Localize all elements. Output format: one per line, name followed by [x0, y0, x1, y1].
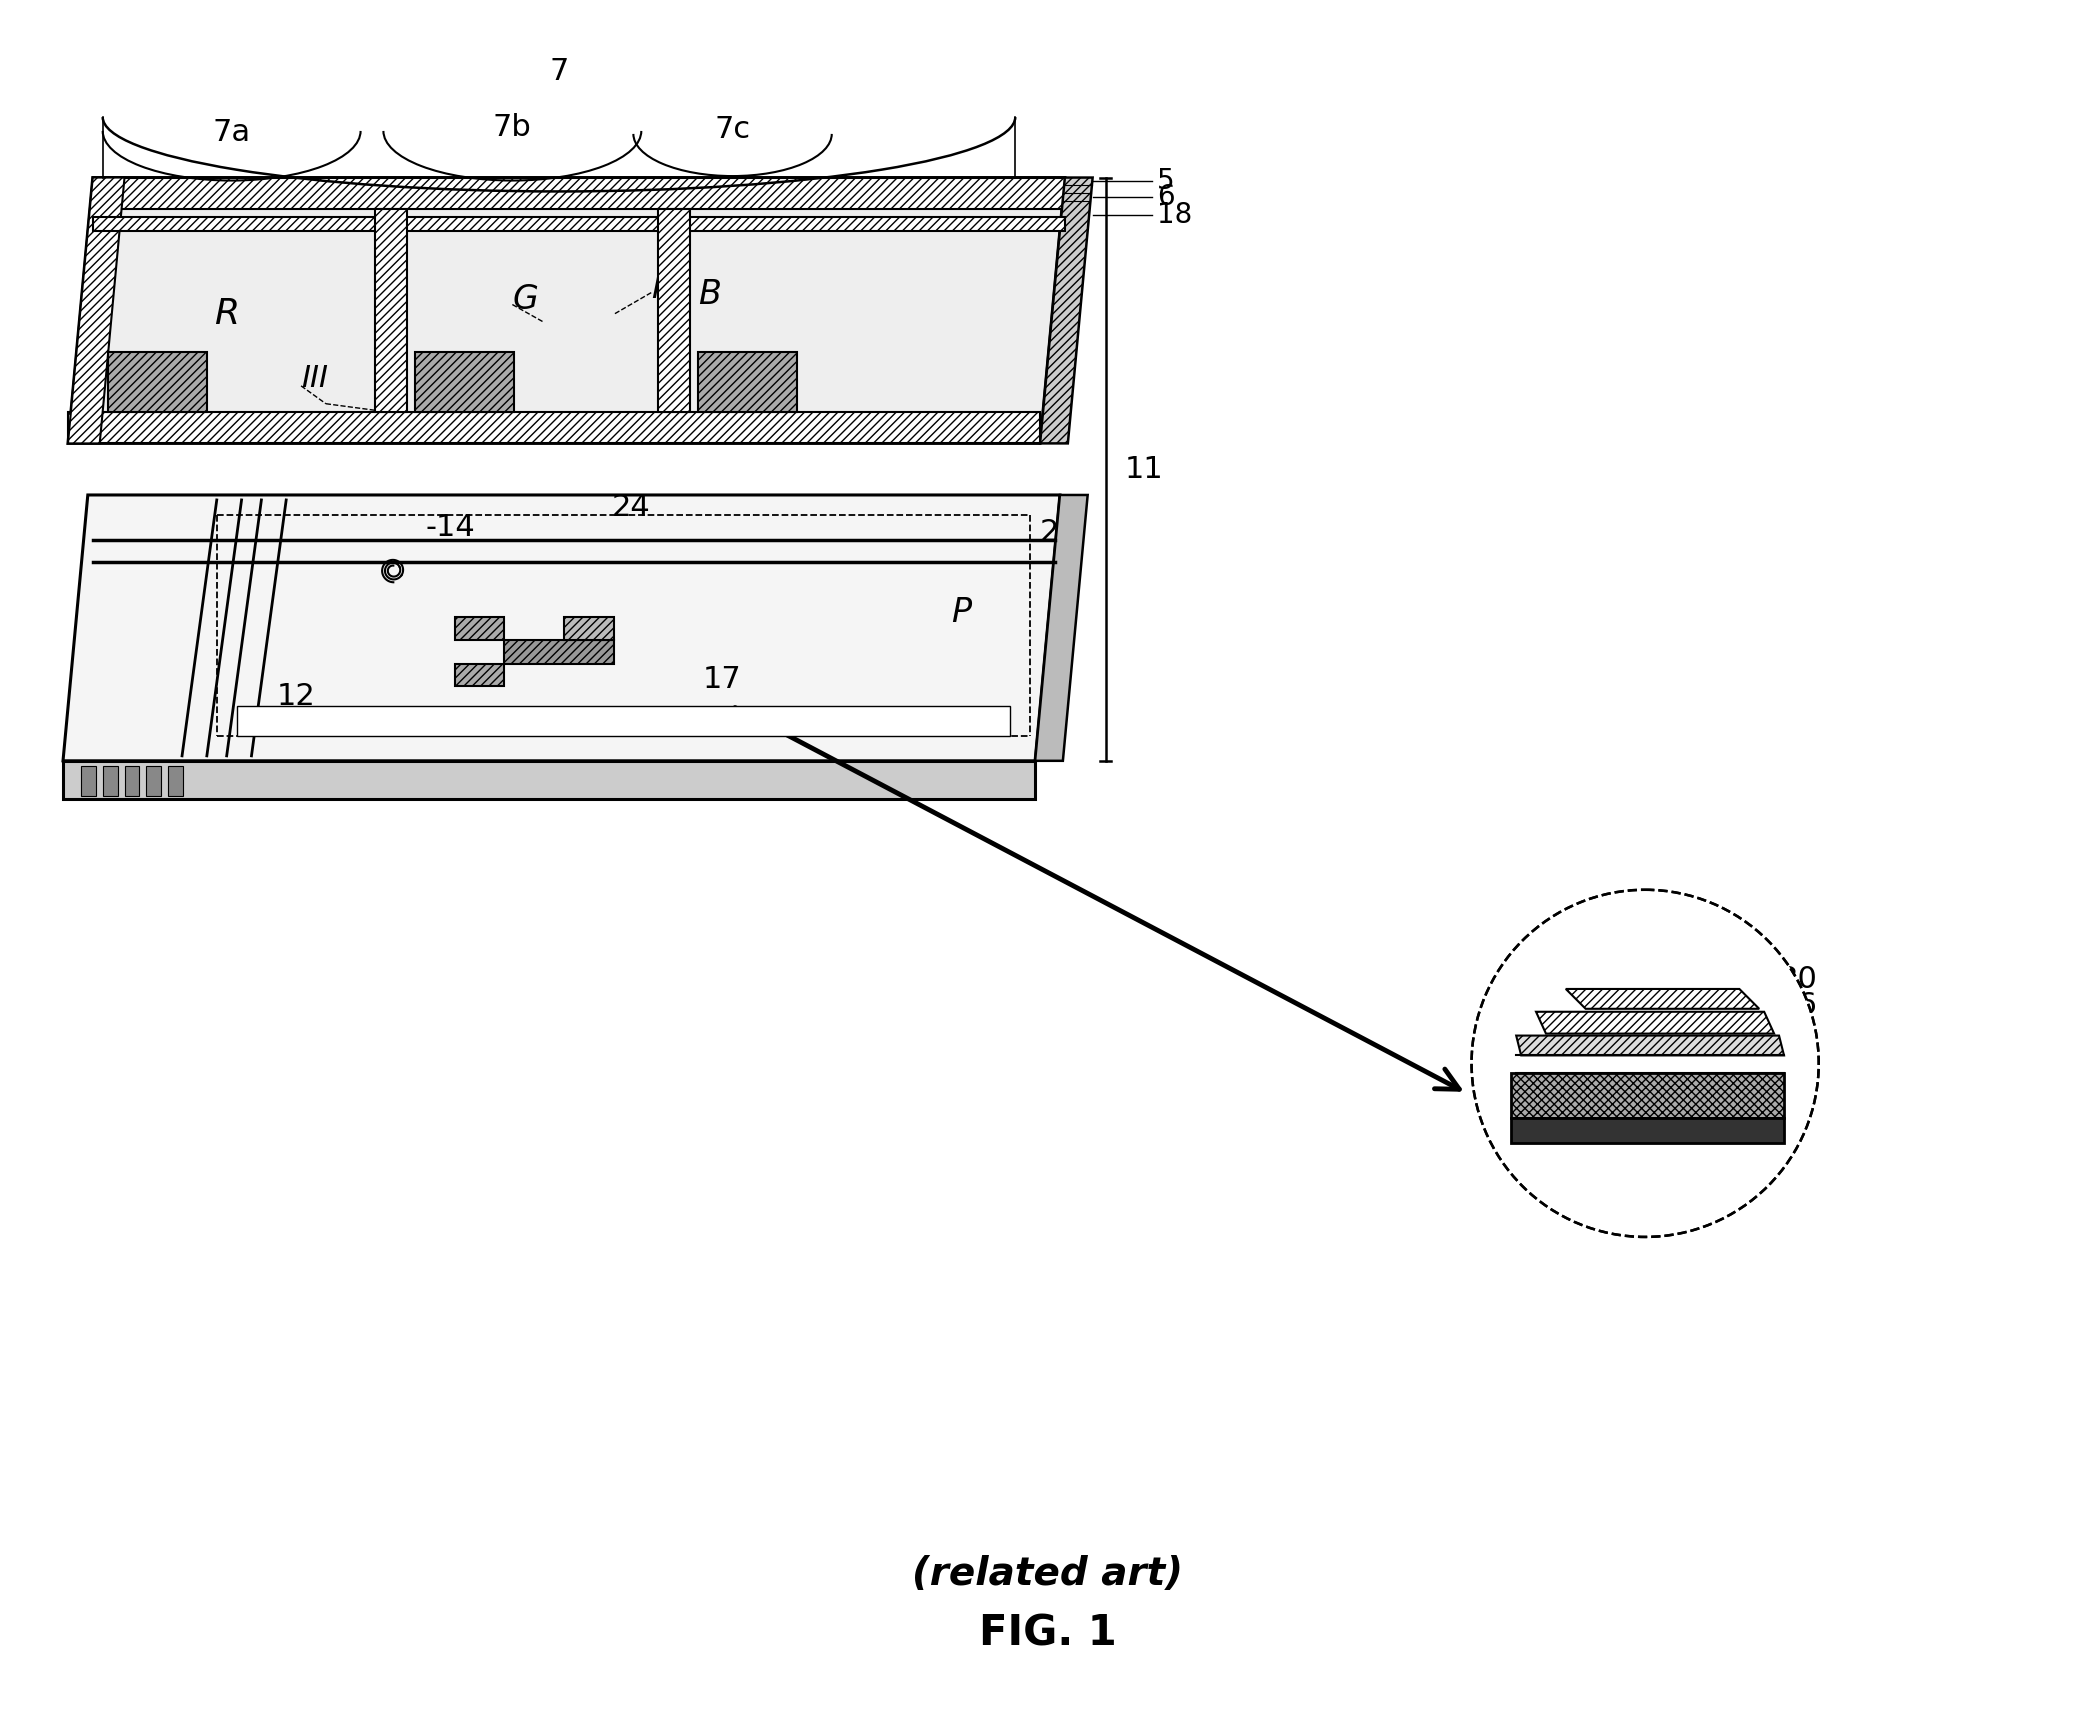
Text: (related art): (related art) [912, 1556, 1184, 1594]
Text: 7b: 7b [493, 114, 532, 143]
Text: 34: 34 [1518, 945, 1555, 974]
Text: 18: 18 [1157, 201, 1193, 229]
Polygon shape [1511, 1119, 1784, 1143]
Polygon shape [124, 766, 140, 795]
Polygon shape [92, 217, 1065, 231]
Polygon shape [1515, 1036, 1784, 1055]
Polygon shape [63, 761, 1035, 799]
Polygon shape [237, 706, 1010, 737]
Text: 5: 5 [1157, 167, 1174, 194]
Polygon shape [1536, 1012, 1773, 1034]
Polygon shape [455, 618, 505, 640]
Polygon shape [415, 353, 514, 411]
Text: 7c: 7c [715, 115, 750, 145]
Polygon shape [375, 210, 407, 411]
Text: 32: 32 [1601, 941, 1639, 971]
Text: 12: 12 [277, 682, 316, 711]
Polygon shape [82, 766, 96, 795]
Polygon shape [1511, 1074, 1784, 1119]
Circle shape [1471, 890, 1819, 1237]
Polygon shape [92, 177, 1065, 210]
Text: T: T [1626, 1163, 1645, 1193]
Polygon shape [658, 210, 690, 411]
Polygon shape [1566, 990, 1759, 1009]
Polygon shape [1040, 177, 1092, 444]
Text: 7: 7 [549, 57, 568, 86]
Polygon shape [455, 664, 505, 687]
Text: R: R [214, 298, 239, 332]
Text: 24: 24 [612, 494, 650, 523]
Polygon shape [103, 766, 117, 795]
Text: 17: 17 [702, 664, 742, 694]
Text: III: III [652, 275, 679, 305]
Polygon shape [168, 766, 182, 795]
Text: 6: 6 [1157, 184, 1174, 212]
Polygon shape [67, 411, 1040, 444]
Polygon shape [698, 353, 796, 411]
Polygon shape [147, 766, 161, 795]
Text: 30: 30 [1780, 964, 1817, 993]
Text: G: G [511, 282, 539, 317]
Text: 36: 36 [1780, 991, 1817, 1021]
Text: FIG. 1: FIG. 1 [979, 1613, 1117, 1654]
Text: B: B [698, 279, 721, 312]
Polygon shape [63, 496, 1061, 761]
Polygon shape [505, 640, 614, 664]
Polygon shape [67, 177, 1065, 444]
Text: III: III [302, 365, 329, 394]
Polygon shape [1035, 496, 1088, 761]
Polygon shape [564, 618, 614, 640]
Polygon shape [67, 177, 124, 444]
Text: 22: 22 [1040, 518, 1079, 547]
Text: 7a: 7a [212, 119, 252, 148]
Text: P: P [952, 595, 970, 628]
Polygon shape [107, 353, 208, 411]
Text: 11: 11 [1123, 454, 1163, 484]
Text: -14: -14 [425, 513, 476, 542]
